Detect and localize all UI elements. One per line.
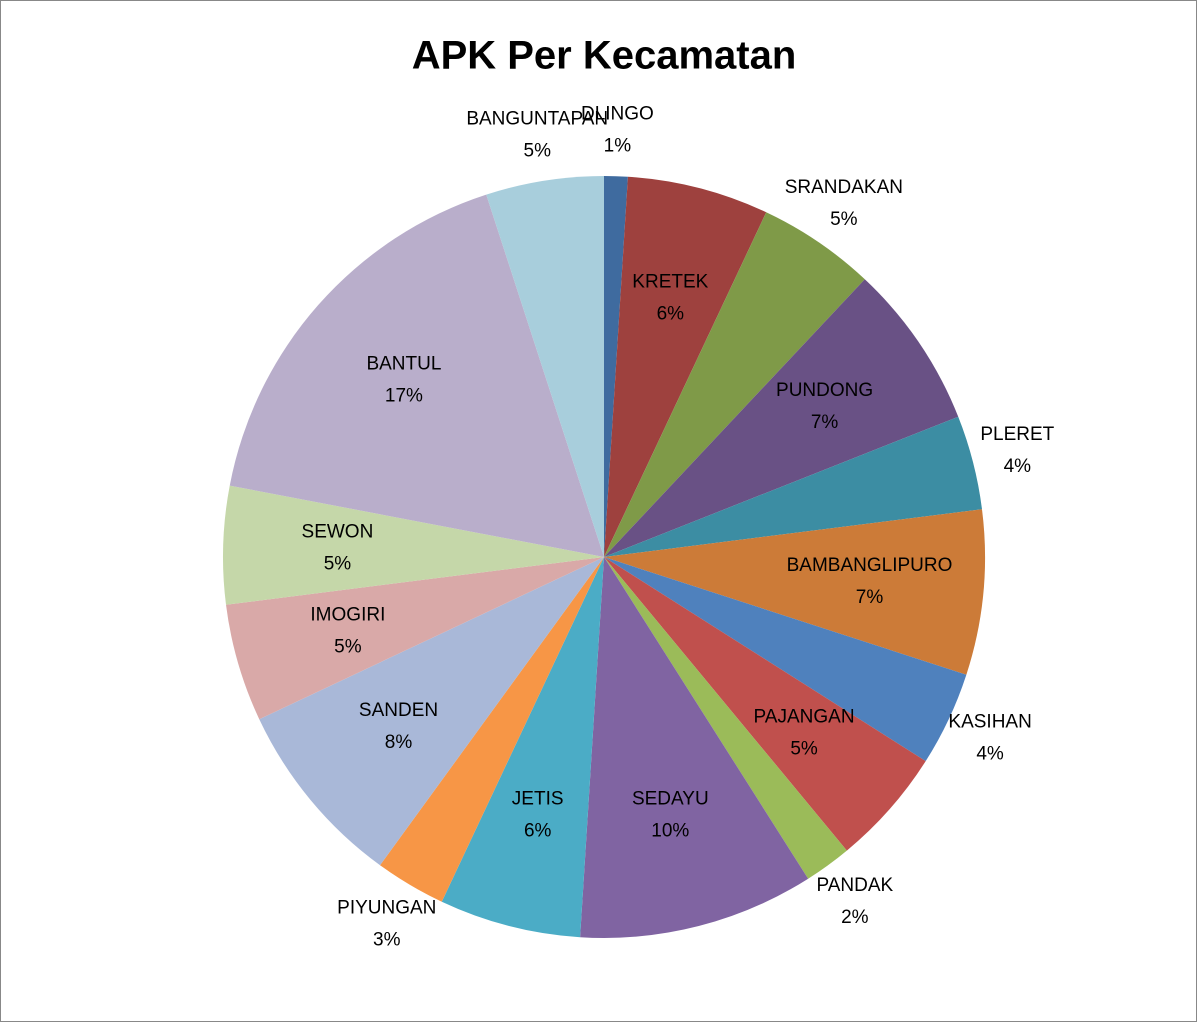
slice-label: KRETEK [632,272,708,293]
pie-slice [604,212,865,557]
slice-value-label: 6% [524,820,552,841]
slice-label: PANDAK [816,875,893,896]
slice-value-label: 1% [604,136,632,157]
pie-slice [223,485,604,605]
pie-slice [226,557,604,720]
slice-label: BANGUNTAPAN [466,109,608,130]
slice-label: DLINGO [581,104,654,125]
slice-label: SEWON [302,522,374,543]
slice-value-label: 10% [651,820,689,841]
pie-slice [441,557,604,938]
slice-label: PLERET [980,424,1054,445]
pie-slice [259,557,604,866]
slice-value-label: 2% [841,907,869,928]
pie-slice [604,176,628,557]
slice-value-label: 5% [830,209,858,230]
pie-slice [604,416,982,557]
pie-slice [604,279,959,557]
slice-value-label: 4% [976,744,1004,765]
slice-label: BANTUL [366,354,441,375]
slice-label: BAMBANGLIPURO [787,555,953,576]
slice-value-label: 4% [1004,456,1032,477]
slice-label: SANDEN [359,700,438,721]
slice-value-label: 7% [811,412,839,433]
pie-slice [604,557,847,879]
slice-label: KASIHAN [948,712,1031,733]
slice-value-label: 5% [524,141,552,162]
pie-slice [604,557,926,851]
pie-slice [604,509,986,675]
pie-slice [229,194,605,557]
slice-label: PIYUNGAN [337,897,436,918]
slice-value-label: 5% [790,738,818,759]
slice-label: PAJANGAN [754,706,855,727]
slice-value-label: 7% [856,587,884,608]
pie-slice [380,557,604,902]
pie-slice [486,176,604,557]
slice-value-label: 5% [324,554,352,575]
slice-label: PUNDONG [776,380,873,401]
slice-value-label: 5% [334,636,362,657]
slice-value-label: 17% [385,386,423,407]
slice-label: SRANDAKAN [785,177,903,198]
pie-slice [604,557,967,762]
pie-slice [580,557,809,938]
chart-title: APK Per Kecamatan [412,34,797,78]
slice-label: SEDAYU [632,788,709,809]
slice-label: IMOGIRI [310,604,385,625]
slice-label: JETIS [512,788,564,809]
slice-value-label: 6% [657,304,685,325]
slice-value-label: 8% [385,732,413,753]
slice-value-label: 3% [373,929,401,950]
pie-slice [604,176,767,557]
